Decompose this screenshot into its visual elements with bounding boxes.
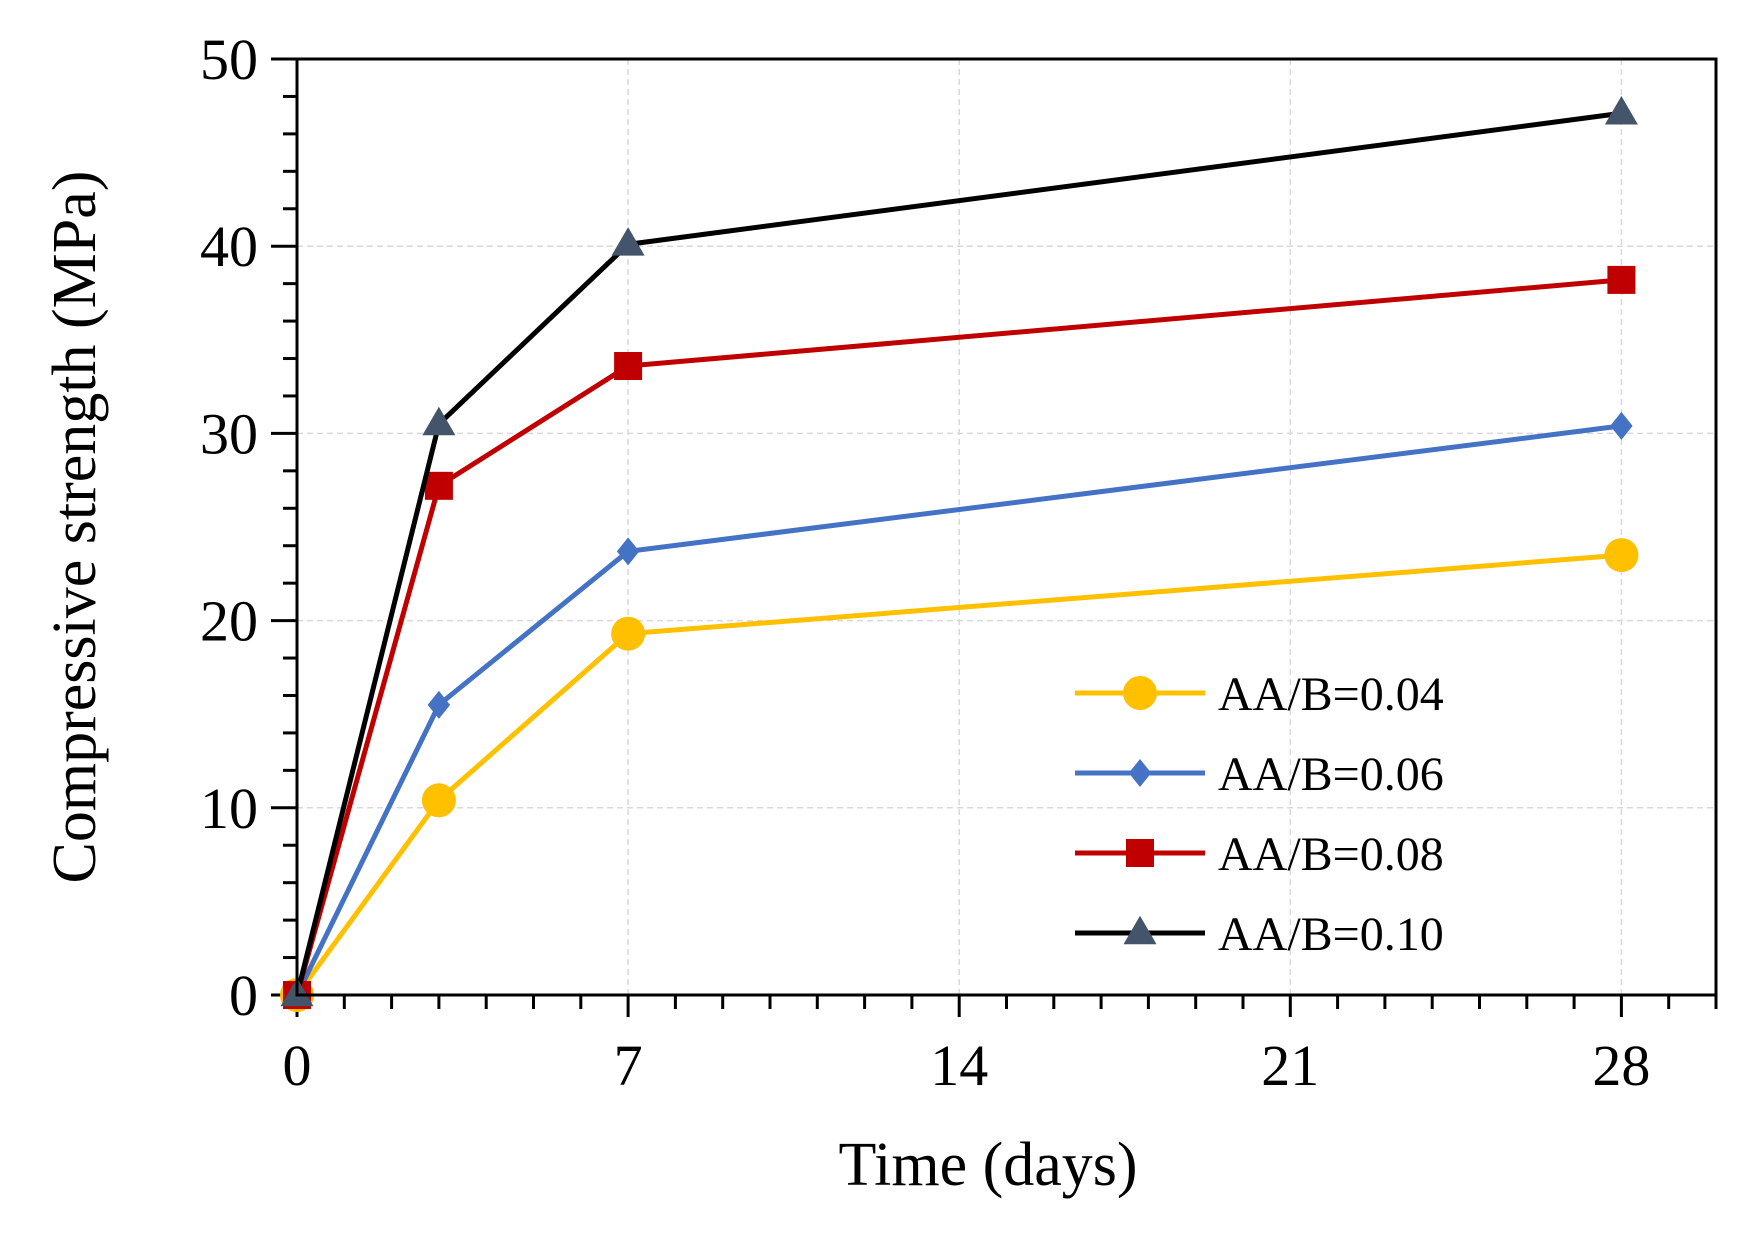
legend-label: AA/B=0.04 [1218, 668, 1444, 721]
x-tick-label: 14 [930, 1033, 988, 1098]
series-4 [280, 96, 1638, 1007]
x-axis-title: Time (days) [838, 1131, 1137, 1199]
x-tick-label: 7 [614, 1033, 643, 1098]
legend-label: AA/B=0.06 [1218, 748, 1444, 801]
series-line [294, 552, 1622, 997]
legend-item-1: AA/B=0.04 [1075, 668, 1444, 721]
data-point [421, 783, 456, 818]
x-tick-label: 21 [1261, 1033, 1319, 1098]
data-point [1604, 96, 1638, 125]
data-point [611, 227, 645, 256]
series-line [294, 423, 1622, 997]
data-point [1610, 411, 1633, 440]
x-tick-label: 0 [283, 1033, 312, 1098]
series-line [294, 277, 1622, 996]
data-point [422, 406, 456, 436]
legend-label: AA/B=0.08 [1218, 828, 1444, 881]
gridlines [297, 59, 1716, 995]
legend-marker [1123, 676, 1157, 710]
minor-ticks [271, 57, 1718, 1017]
data-point [1607, 265, 1636, 294]
legend-label: AA/B=0.10 [1218, 908, 1444, 961]
y-tick-label: 30 [200, 401, 258, 466]
data-point [611, 616, 646, 651]
data-point [616, 537, 640, 566]
plot-area-frame [295, 57, 1718, 997]
tick-labels: 0 7 14 21 28 0 10 20 30 40 50 [200, 27, 1650, 1098]
legend: AA/B=0.04 AA/B=0.06 AA/B=0.08 AA/B=0.10 [1075, 668, 1444, 961]
legend-item-3: AA/B=0.08 [1075, 828, 1444, 881]
x-tick-label: 28 [1592, 1033, 1650, 1098]
y-tick-label: 20 [200, 589, 258, 654]
y-tick-label: 50 [200, 27, 258, 92]
series-line [294, 110, 1622, 996]
y-tick-label: 0 [229, 963, 258, 1028]
data-point [1604, 538, 1639, 573]
y-tick-label: 40 [200, 214, 258, 279]
y-axis-title: Compressive strength (MPa) [41, 171, 109, 884]
legend-marker [1128, 759, 1152, 787]
legend-marker [1126, 839, 1154, 867]
legend-item-2: AA/B=0.06 [1075, 748, 1444, 801]
series-layer [280, 96, 1639, 1012]
legend-marker [1123, 915, 1157, 945]
y-tick-label: 10 [200, 776, 258, 841]
legend-item-4: AA/B=0.10 [1075, 908, 1444, 961]
data-point [424, 471, 453, 500]
data-point [614, 352, 643, 381]
data-point [427, 690, 451, 719]
